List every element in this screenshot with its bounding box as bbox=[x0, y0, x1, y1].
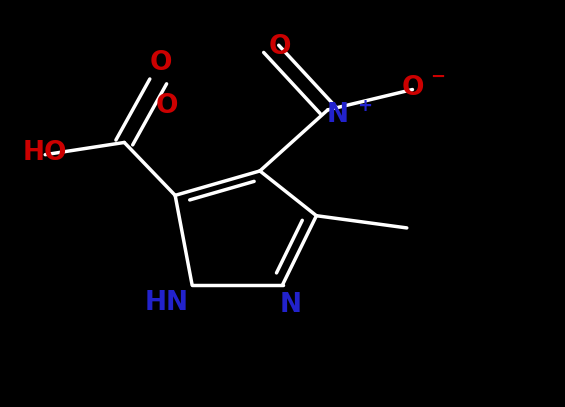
Text: N: N bbox=[327, 102, 348, 128]
Text: O: O bbox=[150, 50, 172, 76]
Text: HN: HN bbox=[145, 290, 189, 316]
Text: HO: HO bbox=[23, 140, 67, 166]
Text: +: + bbox=[357, 97, 372, 115]
Text: O: O bbox=[401, 74, 424, 101]
Text: N: N bbox=[280, 292, 302, 318]
Text: O: O bbox=[268, 34, 291, 60]
Text: −: − bbox=[431, 68, 445, 86]
Text: O: O bbox=[155, 93, 178, 119]
